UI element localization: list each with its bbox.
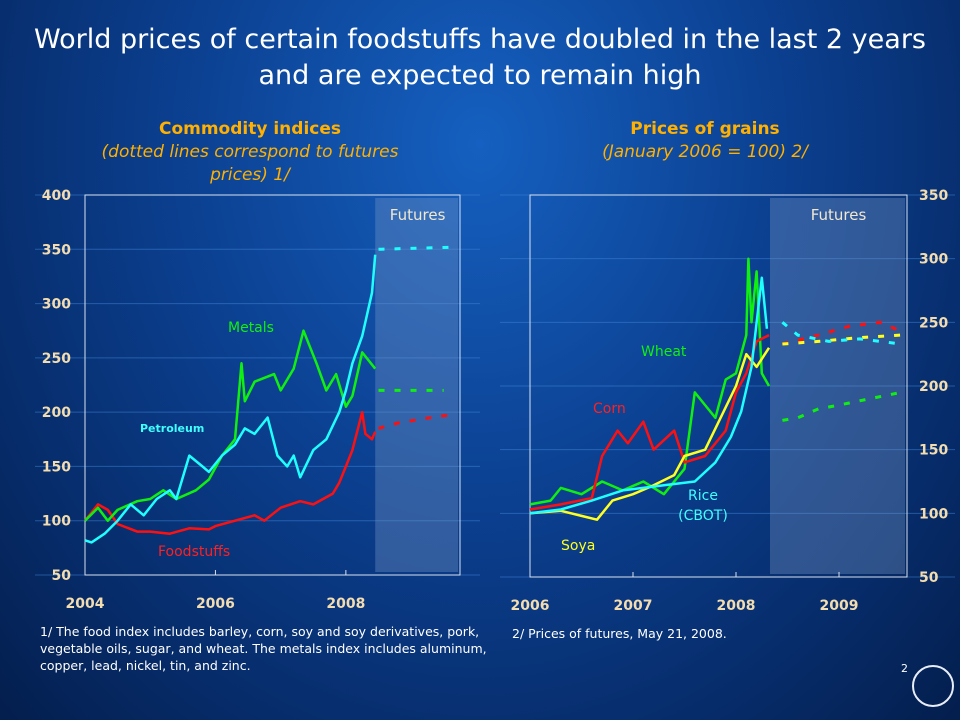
y-tick-label: 200: [42, 405, 71, 421]
x-tick-label: 2007: [614, 598, 653, 614]
futures-label: Futures: [390, 206, 446, 224]
plot-frame: [529, 194, 908, 578]
series-line-wheat: [529, 257, 771, 506]
series-label: Soya: [561, 538, 595, 554]
series-line-petroleum: [84, 254, 377, 544]
y-tick-label: 100: [42, 514, 71, 530]
series-label: Corn: [593, 401, 626, 417]
right-chart-heading: Prices of grains (January 2006 = 100) 2/: [520, 118, 890, 164]
series-line-soya: [529, 347, 771, 521]
footnote-left: 1/ The food index includes barley, corn,…: [40, 624, 487, 673]
imf-seal-logo: [912, 665, 954, 707]
futures-line-soya: [782, 333, 901, 346]
left-chart-heading: Commodity indices (dotted lines correspo…: [60, 118, 440, 187]
x-tick-label: 2004: [66, 596, 105, 612]
y-tick-label: 300: [42, 297, 71, 313]
y-tick-label: 300: [919, 252, 948, 268]
series-label: Rice: [688, 488, 718, 504]
x-tick-label: 2006: [511, 598, 550, 614]
futures-label: Futures: [811, 206, 867, 224]
futures-line-wheat: [782, 390, 902, 422]
x-tick-label: 2009: [820, 598, 859, 614]
series-label: Metals: [228, 320, 274, 336]
y-tick-label: 350: [919, 188, 948, 204]
y-tick-label: 150: [919, 443, 948, 459]
futures-line-corn: [782, 320, 902, 346]
series-line-rice-cbot-: [529, 276, 769, 515]
futures-line-petroleum: [378, 245, 457, 251]
y-tick-label: 50: [52, 568, 72, 584]
left-chart-subtitle: (dotted lines correspond to futures pric…: [101, 142, 399, 185]
y-tick-label: 200: [919, 379, 948, 395]
x-tick-label: 2006: [196, 596, 235, 612]
y-tick-label: 150: [42, 459, 71, 475]
futures-shade: [375, 198, 458, 572]
x-tick-label: 2008: [326, 596, 365, 612]
right-chart-subtitle: (January 2006 = 100) 2/: [602, 142, 808, 162]
y-tick-label: 50: [919, 570, 939, 586]
y-tick-label: 400: [42, 188, 71, 204]
y-tick-label: 350: [42, 242, 71, 258]
series-line-metals: [84, 329, 377, 522]
series-line-foodstuffs: [84, 410, 377, 535]
right-chart-title: Prices of grains: [630, 119, 780, 139]
series-line-corn: [529, 333, 770, 511]
y-tick-label: 100: [919, 506, 948, 522]
futures-line-rice-cbot-: [781, 321, 901, 346]
x-tick-label: 2008: [717, 598, 756, 614]
series-label: Foodstuffs: [158, 544, 230, 560]
series-label: Petroleum: [140, 422, 204, 435]
futures-shade: [770, 198, 905, 574]
footnote-right: 2/ Prices of futures, May 21, 2008.: [512, 626, 727, 641]
futures-line-foodstuffs: [378, 412, 457, 430]
page-number: 2: [901, 662, 908, 675]
series-label: (CBOT): [678, 508, 728, 524]
series-label: Wheat: [641, 344, 687, 360]
left-chart-title: Commodity indices: [158, 119, 342, 139]
y-tick-label: 250: [42, 351, 71, 367]
slide-title: World prices of certain foodstuffs have …: [33, 24, 926, 91]
y-tick-label: 250: [919, 315, 948, 331]
plot-frame: [84, 194, 461, 576]
